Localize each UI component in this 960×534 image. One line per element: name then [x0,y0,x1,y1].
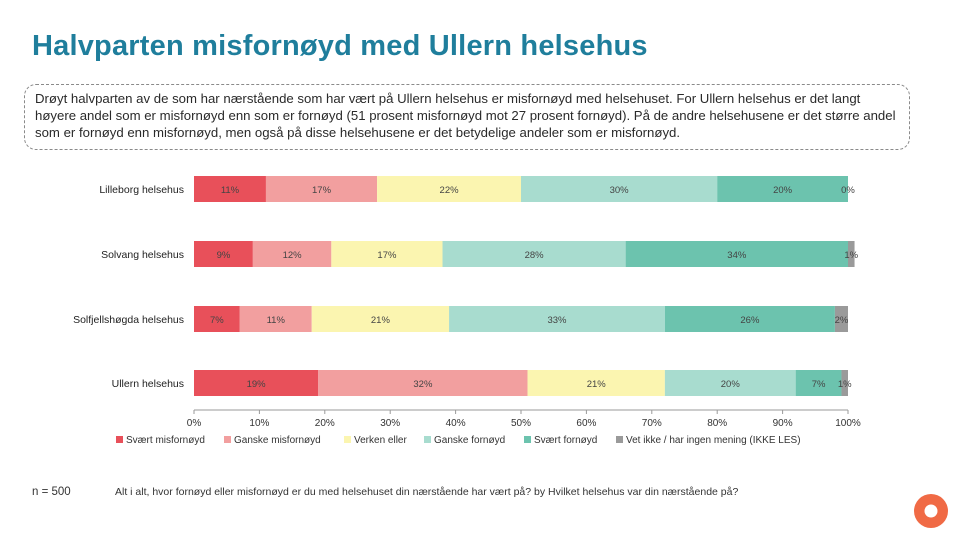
x-axis: 0% 10% 20% 30% 40% 50% 60% 70% 80% 90% 100% [187,409,861,429]
data-label: 21% [587,379,607,390]
legend-swatch [524,436,531,443]
sample-size-label: n = 500 [32,486,71,498]
data-label: 26% [740,315,760,326]
legend-label: Vet ikke / har ingen mening (IKKE LES) [626,435,801,446]
bar-segment [625,241,848,267]
x-tick-label: 40% [446,418,466,429]
x-tick-label: 60% [576,418,596,429]
bar-segment [194,370,319,396]
bar-segment [664,306,835,332]
summary-box: Drøyt halvparten av de som har nærståend… [24,84,910,150]
page-title: Halvparten misfornøyd med Ullern helsehu… [32,30,648,62]
legend-label: Svært misfornøyd [126,435,205,446]
bar-segment [377,176,521,202]
bar-segment [521,176,718,202]
x-tick-label: 0% [187,418,202,429]
bar-segment [717,176,848,202]
legend-label: Verken eller [354,435,407,446]
x-tick-label: 30% [380,418,400,429]
bar-segments [194,176,855,396]
legend-swatch [344,436,351,443]
data-label: 32% [413,379,433,390]
data-label: 9% [217,250,231,261]
category-labels: Lilleborg helsehus Solvang helsehus Solfje… [73,184,184,390]
bar-segment [311,306,450,332]
bar-segment [318,370,528,396]
x-tick-label: 80% [707,418,727,429]
data-label: 2% [835,315,849,326]
bar-segment [442,241,626,267]
bar-segment [795,370,842,396]
bar-segment [252,241,332,267]
x-tick-label: 50% [511,418,531,429]
legend-swatch [224,436,231,443]
bar-segment [265,176,378,202]
legend-swatch [116,436,123,443]
question-text: Alt i alt, hvor fornøyd eller misfornøyd… [115,486,739,498]
legend-label: Svært fornøyd [534,435,597,446]
bar-segment [331,241,443,267]
category-label: Ullern helsehus [112,378,184,390]
data-label: 17% [312,185,332,196]
legend-label: Ganske fornøyd [434,435,505,446]
bar-segment [834,306,848,332]
data-label: 28% [525,250,545,261]
data-label: 17% [377,250,397,261]
x-tick-label: 20% [315,418,335,429]
category-label: Solfjellshøgda helsehus [73,314,184,326]
bar-segment [841,370,848,396]
data-label: 12% [283,250,303,261]
x-tick-label: 70% [642,418,662,429]
bar-segment [239,306,312,332]
category-label: Lilleborg helsehus [99,184,184,196]
data-labels: 11% 17% 22% 30% 20% 0% 9% 12% 17% 28% 34% 1% 7% 11% 21… [210,185,859,390]
bar-segment [449,306,665,332]
x-tick-label: 90% [773,418,793,429]
data-label: 20% [773,185,793,196]
data-label: 1% [838,379,852,390]
data-label: 21% [371,315,391,326]
data-label: 7% [210,315,224,326]
data-label: 34% [727,250,747,261]
bar-segment [848,241,855,267]
data-label: 0% [841,185,855,196]
legend-swatch [616,436,623,443]
data-label: 20% [721,379,741,390]
x-tick-label: 10% [249,418,269,429]
data-label: 1% [844,250,858,261]
data-label: 33% [547,315,567,326]
data-label: 19% [247,379,267,390]
legend: Svært misfornøyd Ganske misfornøyd Verken … [116,435,801,446]
bar-segment [194,306,240,332]
category-label: Solvang helsehus [101,249,184,261]
data-label: 22% [440,185,460,196]
data-label: 7% [812,379,826,390]
data-label: 11% [267,315,286,326]
bar-segment [527,370,665,396]
bar-segment [194,176,266,202]
stacked-bar-chart: Lilleborg helsehus Solvang helsehus Solfje… [73,176,861,446]
ring-logo-icon [914,494,948,528]
x-tick-label: 100% [835,418,861,429]
legend-swatch [424,436,431,443]
data-label: 30% [610,185,630,196]
legend-label: Ganske misfornøyd [234,435,321,446]
data-label: 11% [221,185,240,196]
bar-segment [664,370,796,396]
bar-segment [194,241,253,267]
